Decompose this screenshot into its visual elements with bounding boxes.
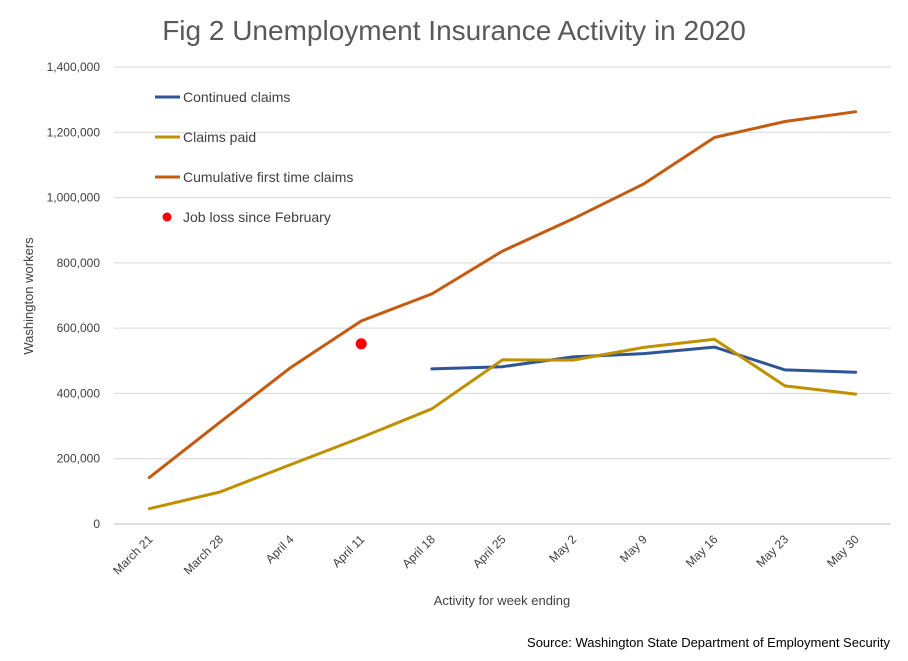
series-line: [147, 337, 858, 511]
x-tick-label: May 16: [683, 532, 721, 570]
legend: Continued claims Claims paid Cumulative fi…: [155, 89, 353, 225]
legend-entry: Cumulative first time claims: [183, 169, 353, 185]
series-line: [430, 345, 858, 374]
y-axis-ticks: 0 200,000 400,000 600,000 800,000 1,000,000 1,…: [47, 60, 101, 531]
x-tick-label: April 4: [263, 532, 297, 566]
x-tick-label: March 21: [110, 532, 156, 578]
y-tick-label: 1,000,000: [47, 191, 101, 205]
y-tick-label: 1,400,000: [47, 60, 101, 74]
x-tick-label: April 18: [399, 532, 438, 571]
x-tick-label: April 11: [329, 532, 367, 570]
x-axis-label: Activity for week ending: [434, 593, 571, 608]
legend-entry: Claims paid: [183, 129, 256, 145]
source-note: Source: Washington State Department of E…: [527, 635, 890, 650]
y-axis-label: Washington workers: [21, 237, 36, 355]
y-tick-label: 400,000: [57, 386, 101, 400]
series-line: [147, 110, 858, 480]
x-tick-label: May 2: [546, 532, 579, 565]
y-tick-label: 200,000: [57, 452, 101, 466]
x-tick-label: April 25: [470, 532, 509, 571]
legend-entry: Job loss since February: [183, 209, 331, 225]
chart-title: Fig 2 Unemployment Insurance Activity in…: [162, 15, 746, 46]
job-loss-point: [355, 338, 367, 350]
y-tick-label: 600,000: [57, 321, 101, 335]
gridlines: [114, 66, 891, 525]
y-tick-label: 0: [93, 517, 100, 531]
series-lines: [147, 110, 858, 511]
x-axis-ticks: March 21 March 28 April 4 April 11 April 18 A…: [110, 532, 862, 578]
x-tick-label: May 30: [824, 532, 862, 570]
legend-entry: Continued claims: [183, 89, 290, 105]
x-tick-label: May 23: [753, 532, 791, 570]
y-tick-label: 800,000: [57, 256, 101, 270]
y-tick-label: 1,200,000: [47, 125, 101, 139]
x-tick-label: May 9: [617, 532, 650, 565]
x-tick-label: March 28: [181, 532, 227, 578]
legend-swatch: [162, 212, 172, 222]
point-markers: [355, 338, 367, 350]
